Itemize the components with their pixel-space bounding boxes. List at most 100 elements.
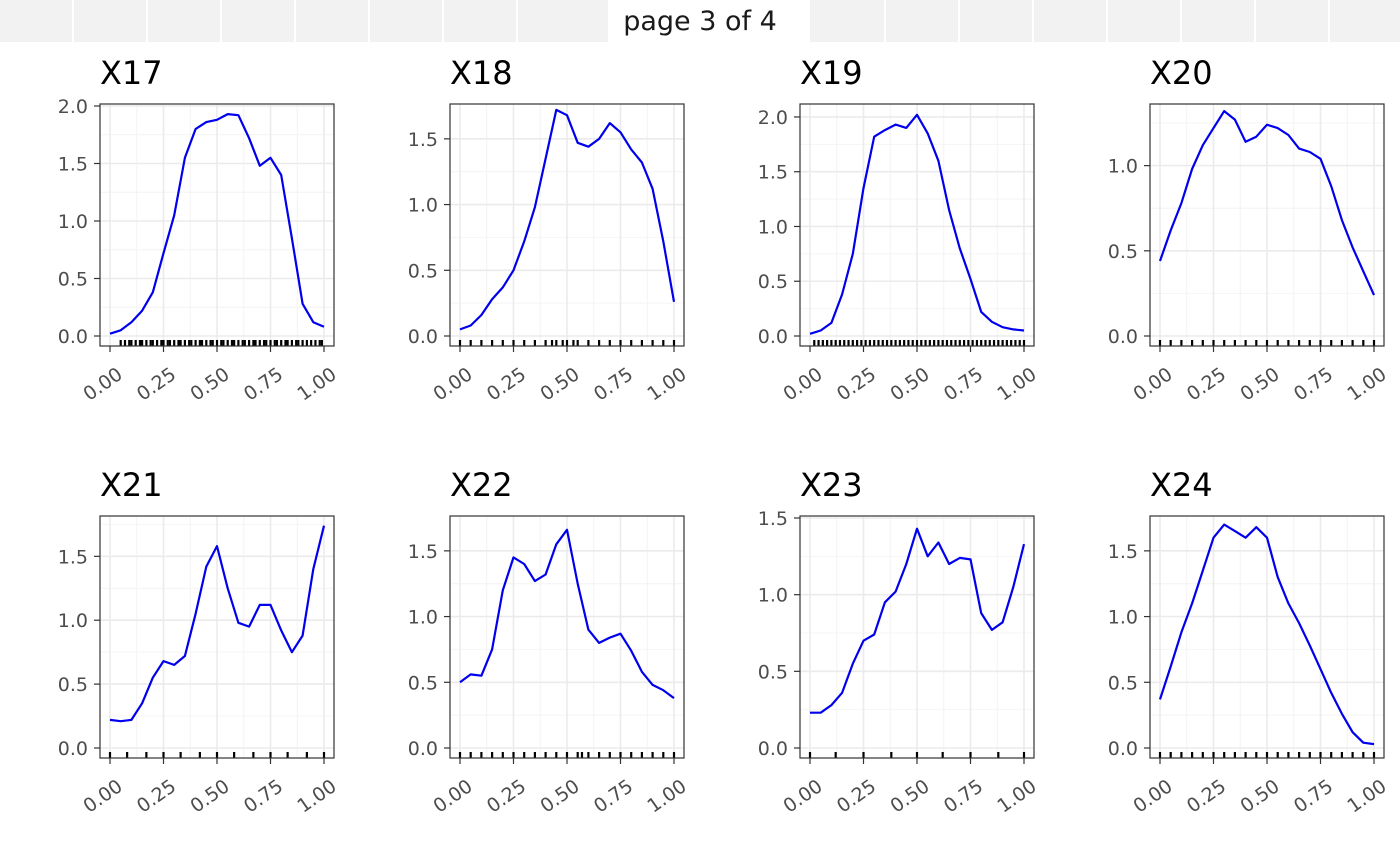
- x-tick-label: 1.00: [1343, 363, 1390, 405]
- x-tick-label: 0.00: [429, 363, 476, 405]
- page-indicator-bg: [610, 0, 810, 42]
- x-tick-label: 0.75: [940, 775, 987, 817]
- density-line: [809, 113, 1025, 335]
- x-tick-label: 0.00: [1129, 775, 1176, 817]
- page-strip-segment: [1182, 0, 1256, 42]
- x-tick-label: 0.25: [133, 775, 180, 817]
- panel-title: X24: [1150, 466, 1213, 504]
- x-tick-label: 0.50: [186, 775, 233, 817]
- density-line: [1158, 109, 1376, 296]
- panel-x19: X19 0.0 0.5 1.0 1.5 2.0 0.00 0.25 0.50 0.75 1.00: [758, 54, 1041, 406]
- y-tick-label: 0.5: [1108, 672, 1138, 694]
- y-tick-label: 0.0: [758, 326, 788, 348]
- x-tick-label: 0.75: [590, 775, 637, 817]
- x-tick-label: 0.00: [429, 775, 476, 817]
- y-tick-label: 0.0: [1108, 738, 1138, 760]
- x-tick-label: 1.00: [293, 363, 340, 405]
- x-tick-label: 0.50: [886, 775, 933, 817]
- panel-title: X19: [800, 54, 863, 92]
- x-tick-label: 0.75: [940, 363, 987, 405]
- y-tick-label: 1.5: [758, 508, 788, 530]
- y-tick-label: 0.0: [58, 738, 88, 760]
- y-tick-label: 0.0: [408, 738, 438, 760]
- y-tick-label: 0.0: [58, 326, 88, 348]
- density-line: [459, 108, 676, 331]
- x-tick-label: 0.00: [779, 775, 826, 817]
- page-strip-segment: [296, 0, 370, 42]
- x-tick-label: 0.25: [1183, 363, 1230, 405]
- x-tick-label: 0.50: [536, 775, 583, 817]
- x-tick-label: 0.75: [1290, 775, 1337, 817]
- page-strip: page 3 of 4: [0, 0, 1400, 42]
- page-strip-segment: [148, 0, 222, 42]
- y-tick-label: 1.0: [758, 216, 788, 238]
- panel-title: X18: [450, 54, 513, 92]
- x-tick-label: 0.00: [779, 363, 826, 405]
- page-strip-segment: [1256, 0, 1330, 42]
- x-tick-label: 0.50: [536, 363, 583, 405]
- x-tick-label: 0.25: [483, 363, 530, 405]
- density-line: [810, 527, 1026, 714]
- y-tick-label: 1.0: [1108, 156, 1138, 178]
- page-strip-segment: [444, 0, 518, 42]
- panel-x21: X21 0.0 0.5 1.0 1.5 0.00 0.25 0.50 0.75 1.00: [58, 466, 341, 818]
- x-tick-label: 0.25: [833, 363, 880, 405]
- x-tick-label: 1.00: [293, 775, 340, 817]
- x-tick-label: 0.00: [79, 775, 126, 817]
- page-strip-segment: [810, 0, 886, 42]
- x-tick-label: 0.75: [590, 363, 637, 405]
- x-tick-label: 0.50: [186, 363, 233, 405]
- density-line: [109, 525, 326, 723]
- x-tick-label: 0.00: [1129, 363, 1176, 405]
- y-tick-label: 0.5: [758, 271, 788, 293]
- y-tick-label: 0.5: [758, 661, 788, 683]
- page-indicator: page 3 of 4: [623, 6, 777, 37]
- x-tick-label: 1.00: [993, 363, 1040, 405]
- x-tick-label: 0.25: [133, 363, 180, 405]
- y-tick-label: 0.5: [58, 674, 88, 696]
- x-tick-label: 0.75: [240, 363, 287, 405]
- y-tick-label: 0.5: [1108, 241, 1138, 263]
- y-tick-label: 0.0: [408, 326, 438, 348]
- page-strip-segment: [74, 0, 148, 42]
- panel-x22: X22 0.0 0.5 1.0 1.5 0.00 0.25 0.50 0.75 1.00: [408, 466, 691, 818]
- x-tick-label: 1.00: [993, 775, 1040, 817]
- density-line: [1158, 523, 1375, 746]
- panel-x18: X18 0.0 0.5 1.0 1.5 0.00 0.25 0.50 0.75 1.00: [408, 54, 691, 406]
- y-tick-label: 1.5: [758, 162, 788, 184]
- y-tick-label: 1.0: [408, 195, 438, 217]
- y-tick-label: 0.0: [1108, 326, 1138, 348]
- y-tick-label: 0.5: [408, 672, 438, 694]
- x-tick-label: 0.50: [886, 363, 933, 405]
- x-tick-label: 0.25: [833, 775, 880, 817]
- panel-title: X22: [450, 466, 513, 504]
- y-tick-label: 1.5: [58, 546, 88, 568]
- page-strip-segment: [960, 0, 1034, 42]
- panel-x24: X24 0.0 0.5 1.0 1.5 0.00 0.25 0.50 0.75 1.00: [1108, 466, 1391, 818]
- y-tick-label: 2.0: [758, 107, 788, 129]
- x-tick-label: 1.00: [643, 363, 690, 405]
- y-tick-label: 1.0: [1108, 607, 1138, 629]
- y-tick-label: 1.5: [58, 154, 88, 176]
- x-tick-label: 0.75: [1290, 363, 1337, 405]
- x-tick-label: 0.50: [1236, 775, 1283, 817]
- x-tick-label: 0.00: [79, 363, 126, 405]
- page-strip-segment: [1034, 0, 1108, 42]
- y-tick-label: 1.0: [58, 211, 88, 233]
- x-tick-label: 0.50: [1236, 363, 1283, 405]
- y-tick-label: 2.0: [58, 96, 88, 118]
- y-tick-label: 0.0: [758, 738, 788, 760]
- page-strip-segment: [518, 0, 610, 42]
- y-tick-label: 1.5: [1108, 541, 1138, 563]
- x-tick-label: 1.00: [643, 775, 690, 817]
- panel-title: X23: [800, 466, 863, 504]
- panel-title: X17: [100, 54, 163, 92]
- page-strip-segment: [0, 0, 74, 42]
- page-strip-segment: [886, 0, 960, 42]
- x-tick-label: 0.25: [1183, 775, 1230, 817]
- panel-x20: X20 0.0 0.5 1.0 0.00 0.25 0.50 0.75 1.00: [1108, 54, 1391, 406]
- y-tick-label: 1.5: [408, 541, 438, 563]
- y-tick-label: 1.0: [408, 607, 438, 629]
- y-tick-label: 0.5: [408, 260, 438, 282]
